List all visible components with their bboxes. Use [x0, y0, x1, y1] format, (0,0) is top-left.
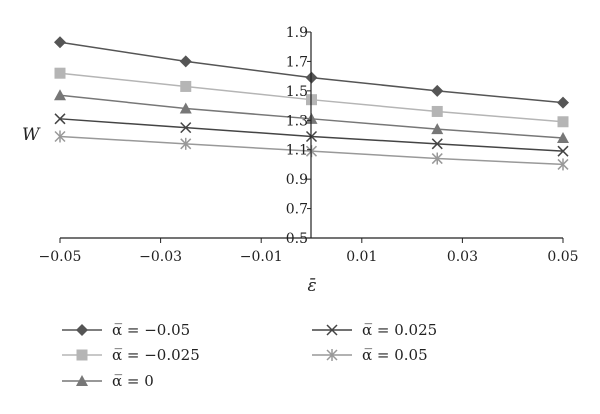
data-point: [54, 130, 66, 143]
data-point: [431, 105, 443, 117]
y-tick-label: 1.5: [286, 84, 308, 100]
data-point: [179, 102, 192, 114]
legend-item: α̅ = 0: [62, 372, 154, 390]
x-tick-label: −0.01: [240, 249, 283, 265]
data-point: [557, 158, 569, 171]
data-point: [557, 145, 569, 157]
y-ticks: 0.5 0.7 0.9 1.1 1.3 1.5 1.7 1.9: [286, 25, 311, 247]
legend-label: α̅ = 0.025: [362, 321, 437, 339]
legend-item: α̅ = 0.05: [312, 346, 428, 364]
y-tick-label: 0.9: [286, 172, 308, 188]
data-point: [179, 55, 192, 68]
x-tick-label: 0.03: [447, 249, 478, 265]
data-point: [54, 113, 66, 125]
legend-item: α̅ = −0.025: [62, 346, 200, 364]
y-axis-label: W: [22, 125, 41, 145]
y-tick-label: 1.9: [286, 25, 308, 41]
data-point: [180, 137, 192, 150]
legend-marker: [76, 375, 88, 386]
data-point: [557, 116, 569, 128]
data-point: [431, 138, 443, 150]
legend-item: α̅ = 0.025: [312, 321, 437, 339]
x-tick-label: −0.03: [139, 249, 182, 265]
x-tick-label: −0.05: [39, 249, 82, 265]
y-tick-label: 1.3: [286, 113, 308, 129]
x-ticks: −0.05 −0.03 −0.01 0.01 0.03 0.05: [39, 238, 579, 265]
legend-item: α̅ = −0.05: [62, 321, 190, 339]
data-point: [431, 152, 443, 165]
x-tick-label: 0.05: [547, 249, 578, 265]
data-point: [431, 84, 444, 97]
legend-marker: [326, 349, 338, 361]
data-point: [54, 89, 66, 101]
y-tick-label: 1.1: [286, 143, 308, 159]
legend: α̅ = −0.05 α̅ = −0.025 α̅ = 0 α̅ = 0.025 α̅ …: [62, 321, 437, 390]
y-tick-label: 0.5: [286, 231, 308, 247]
legend-label: α̅ = 0: [112, 372, 154, 390]
y-tick-label: 0.7: [286, 202, 308, 218]
data-point: [431, 123, 444, 135]
y-tick-label: 1.7: [286, 54, 308, 70]
data-point: [557, 96, 569, 109]
legend-marker: [76, 349, 88, 361]
data-point: [557, 131, 569, 143]
legend-marker: [326, 324, 338, 336]
legend-label: α̅ = −0.05: [112, 321, 190, 339]
x-tick-label: 0.01: [346, 249, 377, 265]
data-point: [180, 122, 192, 134]
legend-label: α̅ = 0.05: [362, 346, 428, 364]
legend-label: α̅ = −0.025: [112, 346, 200, 364]
x-axis-label: ε̄: [307, 276, 316, 296]
legend-marker: [76, 324, 88, 336]
data-point: [54, 36, 66, 49]
data-point: [180, 80, 192, 92]
data-point: [54, 67, 66, 79]
